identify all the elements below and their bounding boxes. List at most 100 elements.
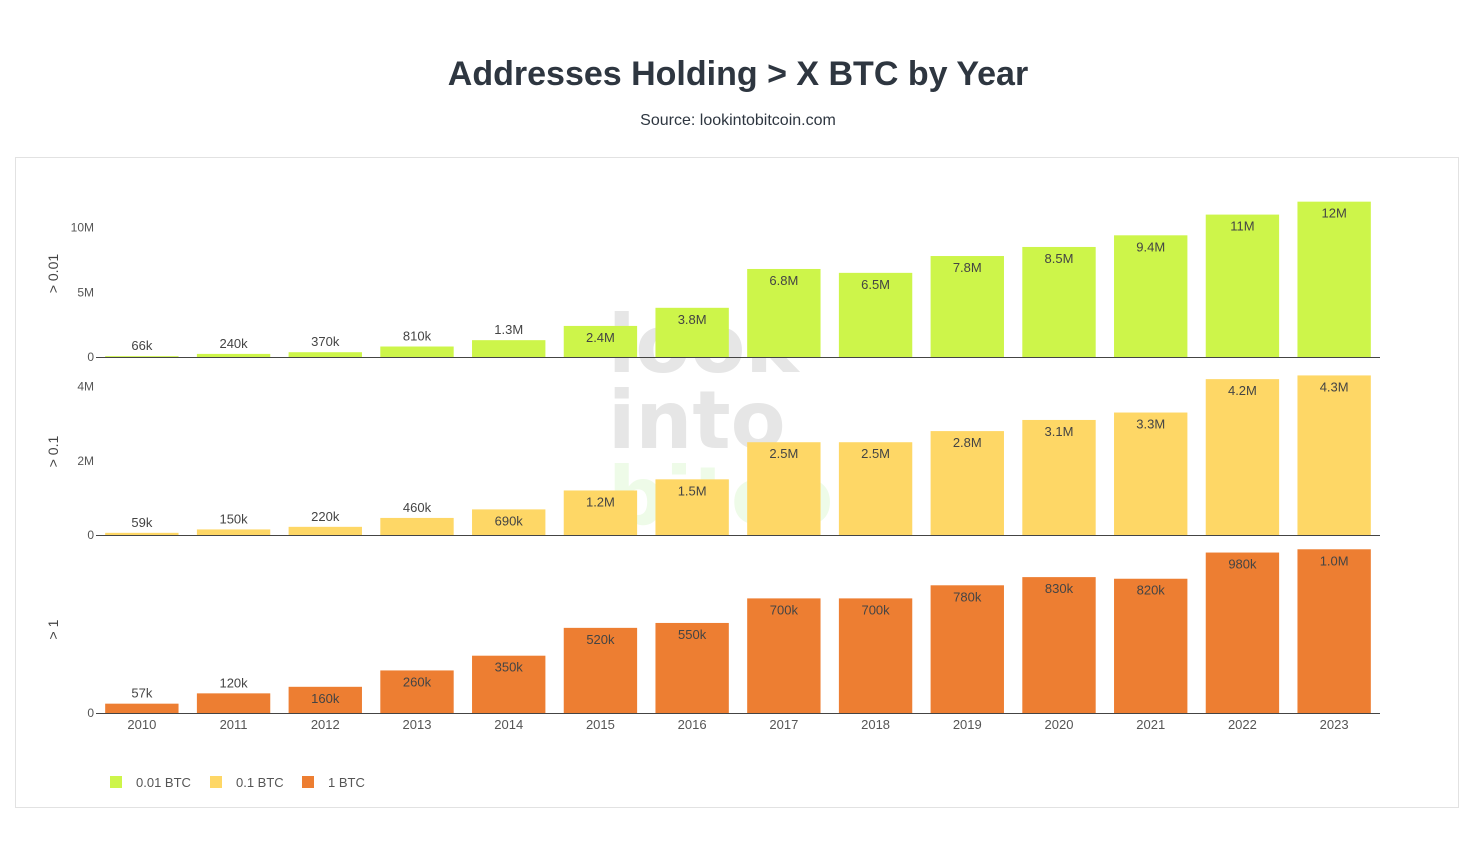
bar[interactable]: [1297, 375, 1371, 535]
bar[interactable]: [380, 670, 454, 713]
legend-item[interactable]: 0.1 BTC: [210, 775, 284, 790]
data-label: 2.5M: [861, 446, 890, 461]
bar[interactable]: [655, 479, 729, 535]
bar[interactable]: [1205, 214, 1280, 357]
bar[interactable]: [563, 490, 638, 535]
bar[interactable]: [196, 529, 271, 535]
bar[interactable]: [196, 693, 271, 713]
data-label: 3.1M: [1045, 424, 1074, 439]
x-tick-label: 2017: [769, 717, 798, 732]
bar[interactable]: [472, 340, 546, 357]
data-label: 57k: [131, 686, 152, 701]
bar[interactable]: [105, 532, 179, 535]
bar[interactable]: [1114, 235, 1188, 357]
x-tick-label: 2010: [127, 717, 156, 732]
y-tick-label: 10M: [71, 221, 94, 235]
data-label: 7.8M: [953, 260, 982, 275]
data-label: 830k: [1045, 581, 1074, 596]
bar[interactable]: [655, 307, 729, 357]
bar[interactable]: [563, 627, 638, 713]
panel-2: 0 2M 4M > 0.1 59k 150k 220k 460k 690k 1.2M 1.5M 2.5…: [45, 375, 1380, 542]
bar[interactable]: [1297, 201, 1371, 357]
y-tick-label: 0: [87, 350, 94, 364]
data-label: 350k: [495, 660, 524, 675]
bar[interactable]: [563, 325, 638, 357]
data-label: 980k: [1228, 557, 1257, 572]
panel-1: 0 5M 10M > 0.01 66k 240k 370k 810k 1.3M 2.4M 3.8M 6…: [45, 201, 1380, 364]
bar[interactable]: [288, 686, 362, 713]
data-label: 160k: [311, 691, 340, 706]
bar[interactable]: [1022, 419, 1096, 535]
data-label: 59k: [131, 515, 152, 530]
bar[interactable]: [1114, 578, 1188, 713]
legend[interactable]: 0.01 BTC 0.1 BTC 1 BTC: [110, 775, 365, 790]
bar[interactable]: [747, 268, 821, 357]
bar[interactable]: [472, 509, 546, 535]
chart-subtitle: Source: lookintobitcoin.com: [640, 112, 836, 129]
x-tick-label: 2022: [1228, 717, 1257, 732]
data-label: 370k: [311, 334, 340, 349]
bar[interactable]: [196, 353, 271, 357]
legend-item[interactable]: 1 BTC: [302, 775, 365, 790]
bar[interactable]: [288, 352, 362, 357]
data-label: 4.3M: [1320, 379, 1349, 394]
data-label: 520k: [586, 632, 615, 647]
bar[interactable]: [380, 346, 454, 357]
data-label: 11M: [1230, 219, 1254, 234]
data-label: 2.8M: [953, 435, 982, 450]
data-label: 700k: [770, 602, 799, 617]
data-label: 12M: [1321, 206, 1346, 221]
data-label: 690k: [495, 513, 524, 528]
legend-label: 0.1 BTC: [236, 775, 284, 790]
bar[interactable]: [105, 703, 179, 713]
data-label: 4.2M: [1228, 383, 1257, 398]
data-label: 6.5M: [861, 277, 890, 292]
data-label: 550k: [678, 627, 707, 642]
data-label: 66k: [131, 338, 152, 353]
x-tick-label: 2014: [494, 717, 523, 732]
data-label: 2.4M: [586, 330, 615, 345]
bar[interactable]: [380, 517, 454, 535]
x-tick-label: 2019: [953, 717, 982, 732]
y-tick-label: 2M: [77, 454, 94, 468]
data-label: 150k: [219, 511, 248, 526]
bar[interactable]: [838, 598, 913, 713]
bar[interactable]: [930, 431, 1004, 535]
panel-3: 0 > 1 57k 120k 160k 260k 350k 520k 550k 700k 700k 7…: [45, 549, 1380, 720]
data-label: 8.5M: [1045, 251, 1074, 266]
y-tick-label: 5M: [77, 285, 94, 299]
data-label: 3.3M: [1136, 417, 1165, 432]
legend-label: 1 BTC: [328, 775, 365, 790]
bar[interactable]: [747, 442, 821, 535]
data-label: 220k: [311, 509, 340, 524]
bar[interactable]: [1022, 577, 1096, 713]
x-tick-label: 2018: [861, 717, 890, 732]
x-tick-label: 2023: [1320, 717, 1349, 732]
data-label: 780k: [953, 589, 982, 604]
bar[interactable]: [1022, 246, 1096, 357]
data-label: 2.5M: [769, 446, 798, 461]
bar[interactable]: [747, 598, 821, 713]
x-tick-label: 2013: [403, 717, 432, 732]
y-axis-label: > 0.01: [45, 254, 61, 294]
bar[interactable]: [838, 272, 913, 357]
bar[interactable]: [838, 442, 913, 535]
data-label: 6.8M: [769, 273, 798, 288]
bar[interactable]: [1297, 549, 1371, 713]
data-label: 3.8M: [678, 312, 707, 327]
data-label: 9.4M: [1136, 239, 1165, 254]
legend-item[interactable]: 0.01 BTC: [110, 775, 191, 790]
bar[interactable]: [655, 622, 729, 713]
legend-label: 0.01 BTC: [136, 775, 191, 790]
bar[interactable]: [930, 256, 1004, 357]
bar[interactable]: [1205, 379, 1280, 535]
data-label: 1.3M: [494, 322, 523, 337]
bar[interactable]: [288, 526, 362, 535]
bar[interactable]: [1205, 552, 1280, 713]
bar[interactable]: [930, 585, 1004, 713]
bar[interactable]: [105, 356, 179, 358]
bar[interactable]: [1114, 412, 1188, 535]
bar[interactable]: [472, 655, 546, 713]
x-tick-label: 2016: [678, 717, 707, 732]
